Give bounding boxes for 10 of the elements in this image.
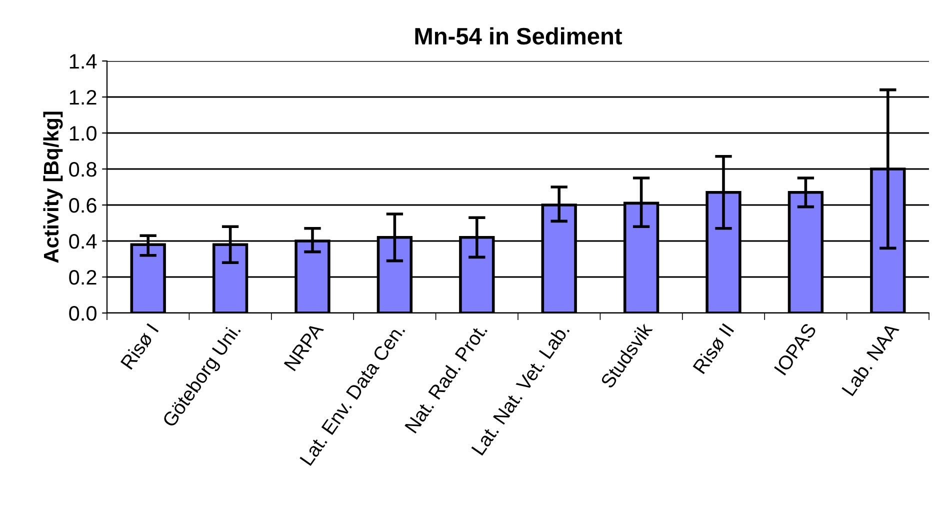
y-tick-label: 0.6 xyxy=(69,198,96,213)
chart-title: Mn-54 in Sediment xyxy=(415,27,622,45)
y-axis-title: Activity [Bq/kg] xyxy=(43,112,63,263)
y-tick-label: 0.4 xyxy=(69,234,97,249)
y-tick-label: 1.2 xyxy=(70,90,96,105)
y-tick-label: 1.0 xyxy=(70,126,96,141)
y-tick-label: 0.0 xyxy=(69,306,96,321)
y-tick-label: 0.8 xyxy=(69,162,96,177)
y-tick-label: 1.4 xyxy=(70,54,97,69)
y-tick-label: 0.2 xyxy=(69,270,96,285)
